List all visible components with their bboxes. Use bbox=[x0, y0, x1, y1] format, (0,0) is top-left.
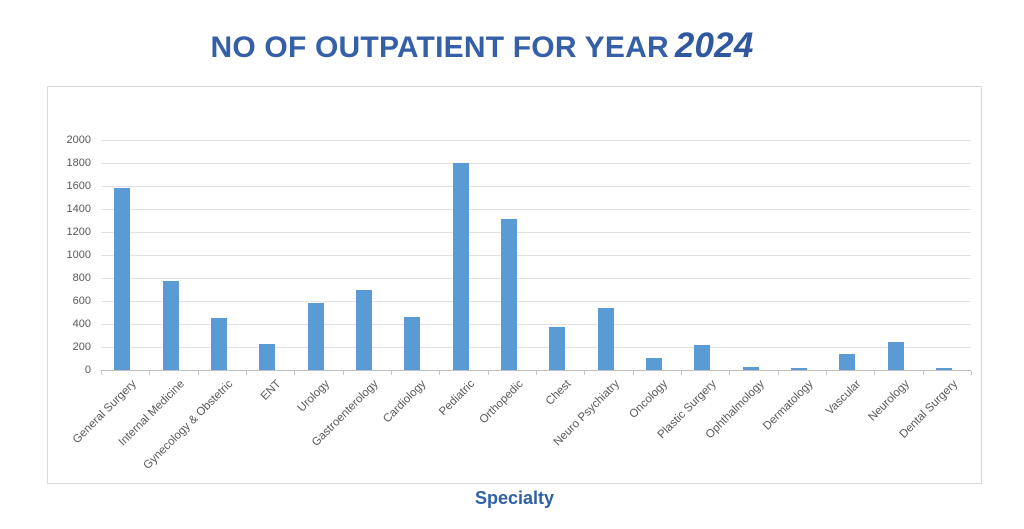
x-axis-tick bbox=[197, 371, 199, 375]
gridline bbox=[101, 140, 971, 141]
x-axis-line bbox=[101, 370, 971, 371]
gridline bbox=[101, 255, 971, 256]
bar bbox=[452, 163, 469, 370]
chart-title: NO OF OUTPATIENT FOR YEAR 2024 bbox=[0, 26, 994, 66]
gridline bbox=[101, 278, 971, 279]
gridline bbox=[101, 163, 971, 164]
x-axis-tick bbox=[439, 371, 441, 375]
chart-frame: 0 200 400 600 800 1000 1200 1400 1600 1800 2000 Gen… bbox=[47, 86, 982, 484]
x-tick-label: Urology bbox=[295, 378, 332, 415]
x-tick-label: Pediatric bbox=[436, 378, 477, 419]
bar bbox=[355, 290, 372, 370]
bar bbox=[694, 345, 711, 370]
x-tick-label: Chest bbox=[543, 378, 574, 408]
y-tick-label: 1200 bbox=[66, 226, 91, 238]
chart-title-text: NO OF OUTPATIENT FOR YEAR bbox=[210, 31, 669, 64]
y-tick-label: 1600 bbox=[66, 180, 91, 192]
gridline bbox=[101, 347, 971, 348]
y-tick-label: 200 bbox=[72, 341, 91, 353]
gridline bbox=[101, 324, 971, 325]
x-axis-tick bbox=[971, 371, 972, 375]
x-tick-label: Gynecology & Obstetric bbox=[141, 378, 236, 472]
x-tick-label: ENT bbox=[258, 378, 284, 403]
gridline bbox=[101, 186, 971, 187]
y-tick-label: 800 bbox=[72, 272, 91, 284]
x-axis-tick bbox=[874, 371, 876, 375]
bar bbox=[839, 354, 856, 370]
x-axis-tick bbox=[826, 371, 827, 375]
bar bbox=[404, 316, 421, 370]
bar bbox=[210, 318, 227, 370]
x-axis-tick bbox=[246, 371, 247, 375]
x-axis-tick bbox=[922, 371, 924, 375]
x-tick-label: Orthopedic bbox=[477, 378, 526, 427]
y-tick-label: 1000 bbox=[66, 249, 91, 261]
chart-title-year: 2024 bbox=[674, 26, 754, 65]
x-axis-tick bbox=[536, 371, 537, 375]
bar bbox=[259, 344, 276, 370]
gridline bbox=[101, 232, 971, 233]
bar bbox=[162, 281, 179, 370]
y-tick-label: 600 bbox=[72, 295, 91, 307]
bar bbox=[935, 368, 952, 370]
bar bbox=[114, 188, 131, 370]
y-tick-label: 1800 bbox=[66, 157, 91, 169]
x-axis-tick bbox=[584, 371, 586, 375]
bar bbox=[307, 303, 324, 370]
x-axis-tick bbox=[149, 371, 151, 375]
x-tick-label: Vascular bbox=[824, 378, 864, 418]
x-tick-label: Dermatology bbox=[760, 378, 816, 433]
bar bbox=[742, 367, 759, 370]
bar bbox=[549, 327, 566, 370]
x-axis-tick bbox=[777, 371, 779, 375]
x-axis-tick bbox=[487, 371, 489, 375]
x-tick-label: Cardiology bbox=[381, 378, 429, 426]
bar bbox=[597, 307, 614, 370]
x-axis-tick bbox=[101, 371, 102, 375]
x-axis-title: Specialty bbox=[474, 488, 555, 508]
bar bbox=[500, 219, 517, 370]
y-tick-label: 400 bbox=[72, 318, 91, 330]
plot-area: 0 200 400 600 800 1000 1200 1400 1600 1800 2000 Gen… bbox=[67, 134, 972, 472]
x-axis-tick bbox=[342, 371, 344, 375]
gridline bbox=[101, 209, 971, 210]
bar bbox=[790, 368, 807, 370]
y-tick-label: 2000 bbox=[66, 134, 91, 146]
x-axis-tick bbox=[391, 371, 392, 375]
x-axis-tick bbox=[681, 371, 682, 375]
y-tick-label: 0 bbox=[84, 364, 91, 376]
bar bbox=[887, 342, 904, 370]
y-tick-label: 1400 bbox=[66, 203, 91, 215]
x-tick-label: Neurology bbox=[866, 378, 912, 424]
x-tick-label: Oncology bbox=[627, 378, 671, 421]
bar bbox=[645, 357, 662, 370]
x-axis-tick bbox=[294, 371, 296, 375]
x-axis-tick bbox=[729, 371, 731, 375]
x-axis-tick bbox=[632, 371, 634, 375]
gridline bbox=[101, 301, 971, 302]
